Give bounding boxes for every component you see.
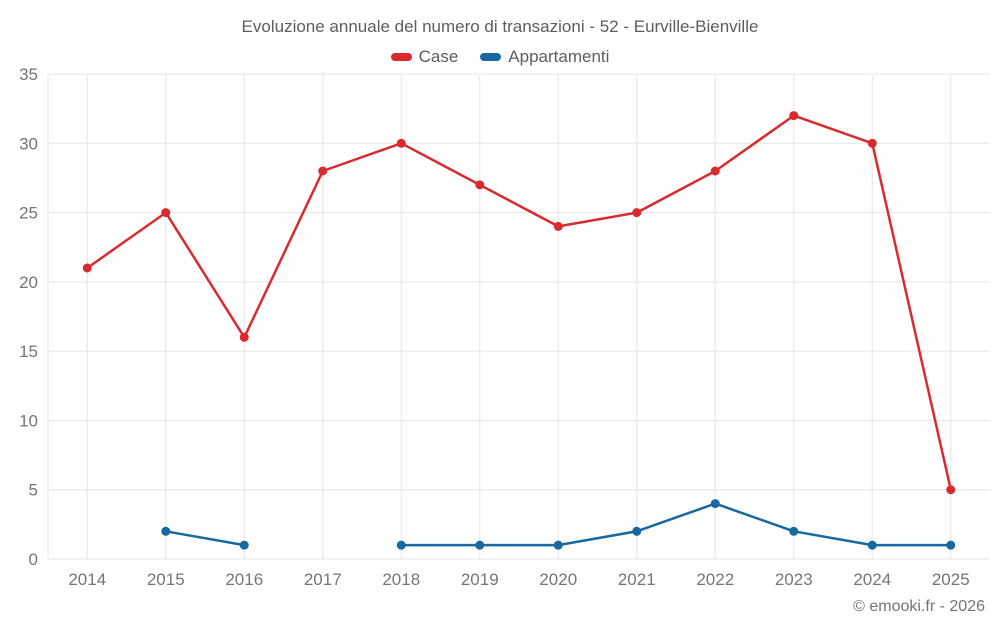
case-data-point-2021[interactable]	[632, 208, 642, 218]
appartamenti-data-point-2020[interactable]	[553, 540, 563, 550]
footer-credit: © emooki.fr - 2026	[853, 598, 985, 615]
case-data-point-2017[interactable]	[318, 166, 328, 176]
y-axis-tick-label: 25	[19, 204, 38, 223]
x-axis-tick-label: 2020	[539, 570, 577, 589]
legend-item-appartamenti[interactable]: Appartamenti	[480, 47, 609, 67]
x-axis-tick-label: 2019	[461, 570, 499, 589]
appartamenti-data-point-2015[interactable]	[161, 526, 171, 536]
chart-legend: Case Appartamenti	[0, 47, 1000, 67]
x-axis-tick-label: 2024	[853, 570, 891, 589]
y-axis-tick-label: 35	[19, 65, 38, 84]
appartamenti-data-point-2018[interactable]	[396, 540, 406, 550]
case-data-point-2019[interactable]	[475, 180, 485, 190]
appartamenti-data-point-2025[interactable]	[946, 540, 956, 550]
case-data-point-2024[interactable]	[867, 138, 877, 148]
y-axis-tick-label: 15	[19, 342, 38, 361]
appartamenti-data-point-2022[interactable]	[710, 499, 720, 509]
case-data-point-2018[interactable]	[396, 138, 406, 148]
x-axis-tick-label: 2022	[696, 570, 734, 589]
case-legend-label: Case	[418, 47, 459, 66]
x-axis-tick-label: 2015	[147, 570, 185, 589]
appartamenti-legend-swatch-icon	[480, 53, 502, 61]
y-axis-tick-label: 5	[29, 481, 38, 500]
case-data-point-2023[interactable]	[789, 111, 799, 121]
legend-item-case[interactable]: Case	[390, 47, 459, 67]
case-data-point-2025[interactable]	[946, 485, 956, 495]
appartamenti-data-point-2016[interactable]	[239, 540, 249, 550]
x-axis-tick-label: 2016	[225, 570, 263, 589]
case-legend-swatch-icon	[390, 53, 412, 61]
x-axis-tick-label: 2018	[382, 570, 420, 589]
case-data-point-2020[interactable]	[553, 221, 563, 231]
chart-title: Evoluzione annuale del numero di transaz…	[241, 17, 759, 36]
appartamenti-data-point-2024[interactable]	[867, 540, 877, 550]
y-axis-tick-label: 10	[19, 411, 38, 430]
x-axis-tick-label: 2025	[932, 570, 970, 589]
case-data-point-2022[interactable]	[710, 166, 720, 176]
case-data-point-2015[interactable]	[161, 208, 171, 218]
y-axis-tick-label: 0	[29, 550, 38, 569]
x-axis-tick-label: 2014	[68, 570, 106, 589]
case-series-line	[86, 114, 953, 490]
appartamenti-data-point-2023[interactable]	[789, 526, 799, 536]
appartamenti-data-point-2019[interactable]	[475, 540, 485, 550]
x-axis-tick-label: 2021	[618, 570, 656, 589]
y-axis-tick-label: 30	[19, 134, 38, 153]
y-axis-tick-label: 20	[19, 273, 38, 292]
case-data-point-2016[interactable]	[239, 332, 249, 342]
appartamenti-data-point-2021[interactable]	[632, 526, 642, 536]
x-axis-tick-label: 2017	[304, 570, 342, 589]
x-axis-tick-label: 2023	[775, 570, 813, 589]
appartamenti-series-line	[165, 502, 951, 547]
appartamenti-legend-label: Appartamenti	[508, 47, 610, 66]
case-data-point-2014[interactable]	[82, 263, 92, 273]
